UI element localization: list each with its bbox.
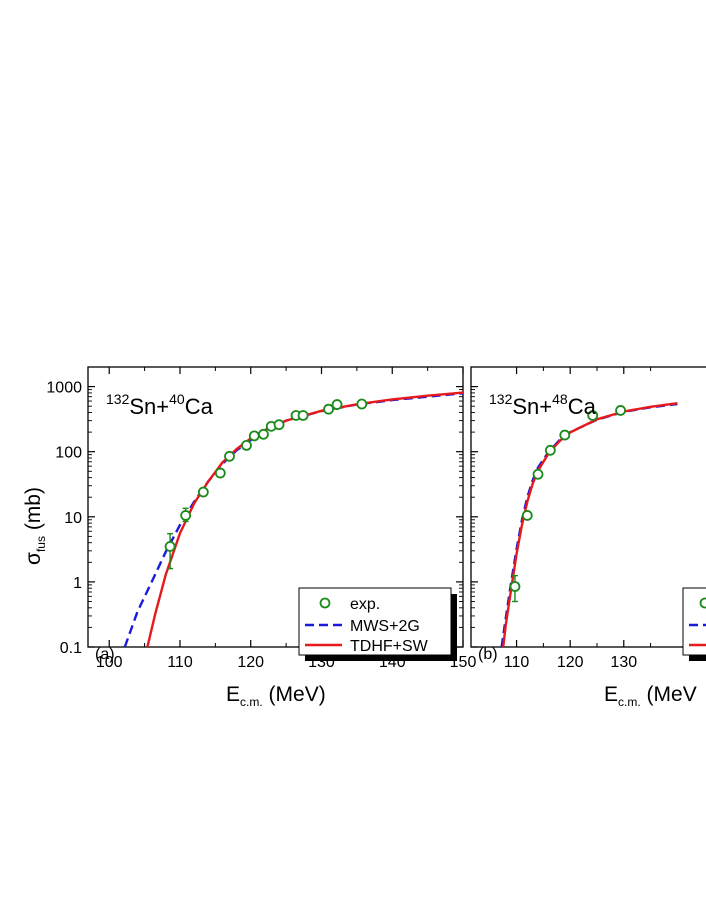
y-tick-label: 0.1: [60, 640, 82, 657]
x-tick-label: 120: [237, 654, 264, 671]
x-tick-label: 110: [167, 654, 193, 671]
panel-a-x-axis-title: Ec.m. (MeV): [226, 683, 326, 709]
exp-data-point: [323, 403, 334, 415]
panel-b-system-label: 132Sn+48Ca: [489, 391, 597, 419]
exp-data-point: [248, 430, 260, 442]
panel-a-legend: exp. MWS+2G TDHF+SW: [298, 587, 457, 661]
exp-data-point: [615, 405, 626, 416]
panel-b-frame: [470, 366, 706, 648]
exp-data-point: [509, 581, 521, 592]
legend-exp-label: exp.: [350, 596, 380, 613]
y-tick-label: 10: [64, 510, 82, 527]
y-tick-label: 1000: [46, 380, 82, 397]
legend-tdhf-label: TDHF+SW: [350, 638, 429, 655]
panel-a-system-label: 132Sn+40Ca: [106, 391, 214, 419]
exp-data-point: [559, 429, 571, 441]
tdhf-sw-curve: [502, 402, 678, 647]
panel-b: 110 120 130 132Sn+48Ca (b) Ec.m. (MeV: [470, 366, 706, 709]
exp-data-point: [273, 419, 285, 431]
exp-data-point: [224, 450, 235, 462]
y-axis-title: σfus (mb): [22, 487, 48, 565]
exp-data-point: [331, 399, 343, 410]
exp-data-point: [258, 428, 269, 440]
panel-b-legend-exp-marker: [699, 597, 706, 609]
exp-data-point: [587, 410, 599, 421]
panel-b-plot-area: [500, 402, 678, 647]
exp-data-point: [164, 541, 176, 552]
panel-b-x-ticks: 110 120 130: [504, 367, 652, 671]
legend-exp-marker: [319, 597, 331, 609]
exp-data-point: [521, 510, 533, 521]
panel-b-label: (b): [478, 646, 498, 663]
exp-data-point: [544, 444, 556, 456]
y-tick-label: 1: [73, 575, 82, 592]
exp-data-point: [297, 410, 309, 421]
exp-data-point: [214, 467, 226, 479]
mws-2g-curve: [500, 402, 678, 647]
panel-b-x-axis-title: Ec.m. (MeV: [604, 683, 697, 709]
x-tick-label: 120: [557, 654, 584, 671]
y-tick-label: 100: [55, 445, 82, 462]
x-tick-label: 130: [610, 654, 637, 671]
legend-mws-label: MWS+2G: [350, 618, 420, 635]
panel-a-plot-area: [123, 391, 463, 647]
x-tick-label: 100: [96, 654, 123, 671]
panel-a-label: (a): [95, 646, 115, 663]
exp-data-point: [241, 439, 252, 451]
exp-data-point: [532, 468, 544, 480]
exp-data-point: [180, 510, 192, 521]
exp-data-point: [197, 486, 209, 498]
panel-a-y-ticks: 0.1 1 10 100 1000: [46, 366, 463, 657]
panel-a-frame: [87, 366, 464, 648]
x-tick-label: 110: [504, 654, 530, 671]
exp-data-point: [356, 398, 368, 410]
panel-b-legend: [682, 587, 706, 661]
panel-b-y-ticks: [471, 366, 478, 648]
